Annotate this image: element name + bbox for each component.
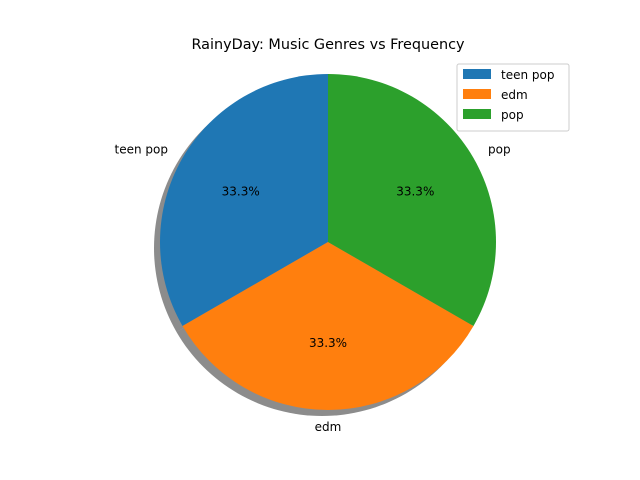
legend-swatch-teen-pop	[463, 69, 491, 79]
slice-percent-edm: 33.3%	[309, 336, 347, 350]
slice-edm	[182, 242, 474, 411]
chart-title: RainyDay: Music Genres vs Frequency	[191, 37, 465, 53]
slice-label-teen-pop: teen pop	[114, 143, 167, 157]
legend-label-teen-pop: teen pop	[501, 68, 554, 82]
legend: teen pop edm pop	[456, 63, 570, 132]
legend-label-edm: edm	[501, 88, 528, 102]
slice-percent-pop: 33.3%	[396, 185, 434, 199]
slice-label-edm: edm	[315, 420, 342, 434]
slice-teen-pop	[160, 74, 328, 326]
pie-slices	[160, 74, 496, 411]
slice-percent-teen-pop: 33.3%	[222, 185, 260, 199]
pie-labels: teen pop 33.3% edm 33.3% pop 33.3%	[114, 143, 510, 434]
legend-swatch-edm	[463, 89, 491, 99]
slice-pop	[328, 74, 496, 326]
slice-label-pop: pop	[488, 143, 511, 157]
legend-swatch-pop	[463, 109, 491, 119]
legend-label-pop: pop	[501, 108, 524, 122]
